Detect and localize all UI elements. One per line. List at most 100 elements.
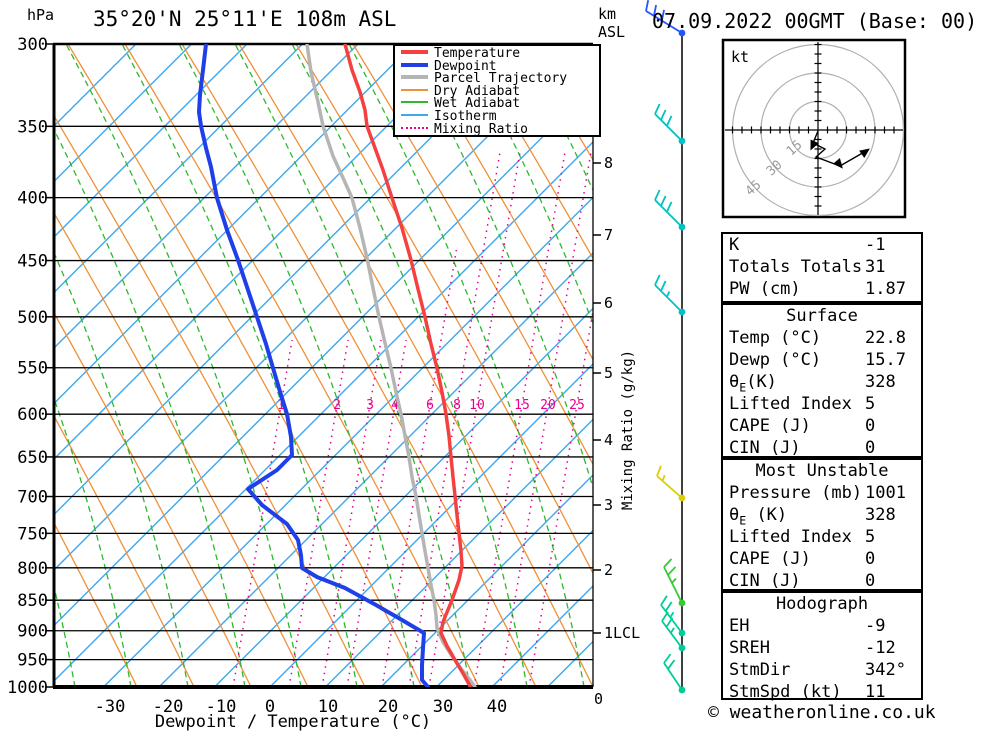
table-row-label: Pressure (mb): [729, 483, 863, 503]
wind-level-dot: [678, 137, 686, 145]
table-row-label: K: [729, 235, 740, 255]
pressure-unit-label: hPa: [27, 6, 55, 24]
indices-table-most-unstable: Most Unstable Pressure (mb) 1001 θE (K) 328 L…: [721, 458, 923, 591]
mixing-ratio-axis-label: Mixing Ratio (g/kg): [620, 349, 636, 511]
table-row-label: θE(K): [729, 372, 777, 395]
dewpoint-curve: [197, 44, 430, 687]
parcel-trajectory-line-swatch: [401, 75, 428, 80]
hodograph-arrowhead: [859, 148, 870, 158]
page-title: 35°20'N 25°11'E 108m ASL: [93, 7, 397, 31]
svg-text:20: 20: [378, 697, 398, 717]
indices-table-stability: K -1 Totals Totals 31 PW (cm) 1.87: [721, 232, 923, 303]
table-row-value: 328: [865, 505, 896, 525]
svg-text:-10: -10: [206, 697, 237, 717]
indices-table-surface: Surface Temp (°C) 22.8 Dewp (°C) 15.7 θE(K) 32…: [721, 303, 923, 458]
wind-level-dot: [678, 686, 686, 694]
table-row-label: StmSpd (kt): [729, 682, 842, 702]
table-row: EH -9: [723, 615, 921, 637]
svg-text:-20: -20: [153, 697, 184, 717]
table-row: PW (cm) 1.87: [723, 278, 921, 300]
table-row-label: CAPE (J): [729, 416, 811, 436]
table-row-label: EH: [729, 616, 750, 636]
table-row: CAPE (J) 0: [723, 415, 921, 437]
svg-text:7: 7: [604, 226, 613, 244]
wet-adiabats: [53, 44, 593, 687]
legend: Temperature Dewpoint Parcel Trajectory Dry …: [393, 44, 601, 137]
table-row-value: 328: [865, 372, 896, 392]
svg-text:350: 350: [17, 117, 48, 137]
table-row: SREH -12: [723, 637, 921, 659]
svg-text:8: 8: [453, 398, 461, 413]
temp-axis-labels: -30 -20 -10 0 10 20 30 40: [95, 697, 508, 717]
svg-text:950: 950: [17, 651, 48, 671]
table-row-value: 15.7: [865, 350, 906, 370]
table-row-value: 0: [865, 571, 876, 591]
table-row: Totals Totals 31: [723, 256, 921, 278]
wet-adiabat-line-swatch: [401, 101, 428, 104]
svg-text:0: 0: [594, 690, 603, 708]
legend-item: Dewpoint: [395, 58, 599, 74]
isotherm-line-swatch: [401, 113, 428, 116]
wind-level-dot: [678, 494, 686, 502]
legend-item-label: Wet Adiabat: [434, 96, 521, 112]
table-row-label: PW (cm): [729, 279, 801, 299]
legend-item: Mixing Ratio: [395, 121, 599, 137]
table-title: Most Unstable: [755, 461, 889, 481]
svg-text:450: 450: [17, 252, 48, 272]
table-row: CAPE (J) 0: [723, 548, 921, 570]
svg-text:5: 5: [604, 364, 613, 382]
indices-table-hodograph: Hodograph EH -9 SREH -12 StmDir 342° StmSpd (kt…: [721, 591, 923, 703]
temperature-curve: [343, 44, 472, 687]
dewpoint-line-swatch: [401, 62, 428, 67]
x-axis-title: Dewpoint / Temperature (°C): [154, 712, 432, 732]
table-title: Hodograph: [775, 594, 869, 614]
table-row-label: StmDir: [729, 660, 791, 680]
table-row-value: 342°: [865, 660, 906, 680]
svg-text:4: 4: [604, 431, 613, 449]
svg-text:900: 900: [17, 622, 48, 642]
legend-item-label: Mixing Ratio: [434, 121, 528, 137]
legend-item-label: Dry Adiabat: [434, 83, 521, 99]
table-row: θE (K) 328: [723, 504, 921, 527]
svg-text:4: 4: [391, 398, 399, 413]
table-row-value: 1.87: [865, 279, 906, 299]
hodograph-arrowhead: [832, 158, 843, 169]
table-row-label: Totals Totals: [729, 257, 863, 277]
legend-item-label: Isotherm: [434, 108, 497, 124]
date-title: 07.09.2022 00GMT (Base: 00): [652, 9, 978, 33]
svg-text:20: 20: [540, 398, 556, 413]
legend-item-label: Temperature: [434, 46, 521, 61]
table-row: CIN (J) 0: [723, 570, 921, 592]
svg-text:650: 650: [17, 448, 48, 468]
svg-text:30: 30: [433, 697, 453, 717]
km-axis-header-km: km: [598, 5, 617, 23]
legend-item-label: Dewpoint: [434, 58, 497, 74]
pressure-gridlines: [45, 42, 593, 689]
svg-text:15: 15: [514, 398, 530, 413]
table-row-value: 0: [865, 438, 876, 458]
table-row-label: CIN (J): [729, 571, 801, 591]
wind-barbs: [645, 0, 686, 694]
table-row-value: -12: [865, 638, 896, 658]
svg-text:550: 550: [17, 359, 48, 379]
legend-item: Parcel Trajectory: [395, 72, 599, 86]
table-row-value: 5: [865, 394, 876, 414]
table-row-label: CAPE (J): [729, 549, 811, 569]
table-row-value: 22.8: [865, 328, 906, 348]
table-row-label: CIN (J): [729, 438, 801, 458]
svg-text:25: 25: [569, 398, 585, 413]
table-row-value: 0: [865, 549, 876, 569]
svg-text:600: 600: [17, 405, 48, 425]
table-row: K -1: [723, 234, 921, 256]
svg-text:500: 500: [17, 308, 48, 328]
legend-item: Temperature: [395, 46, 599, 61]
svg-text:40: 40: [487, 697, 507, 717]
table-row: StmDir 342°: [723, 659, 921, 681]
svg-text:300: 300: [17, 35, 48, 55]
pressure-axis-labels: 300 350 400 450 500 550 600 650 700 750 800 850 900 9…: [7, 35, 48, 698]
wind-level-dot: [678, 599, 686, 607]
wind-level-dot: [678, 308, 686, 316]
legend-item: Dry Adiabat: [395, 83, 599, 99]
table-row: StmSpd (kt) 11: [723, 681, 921, 703]
